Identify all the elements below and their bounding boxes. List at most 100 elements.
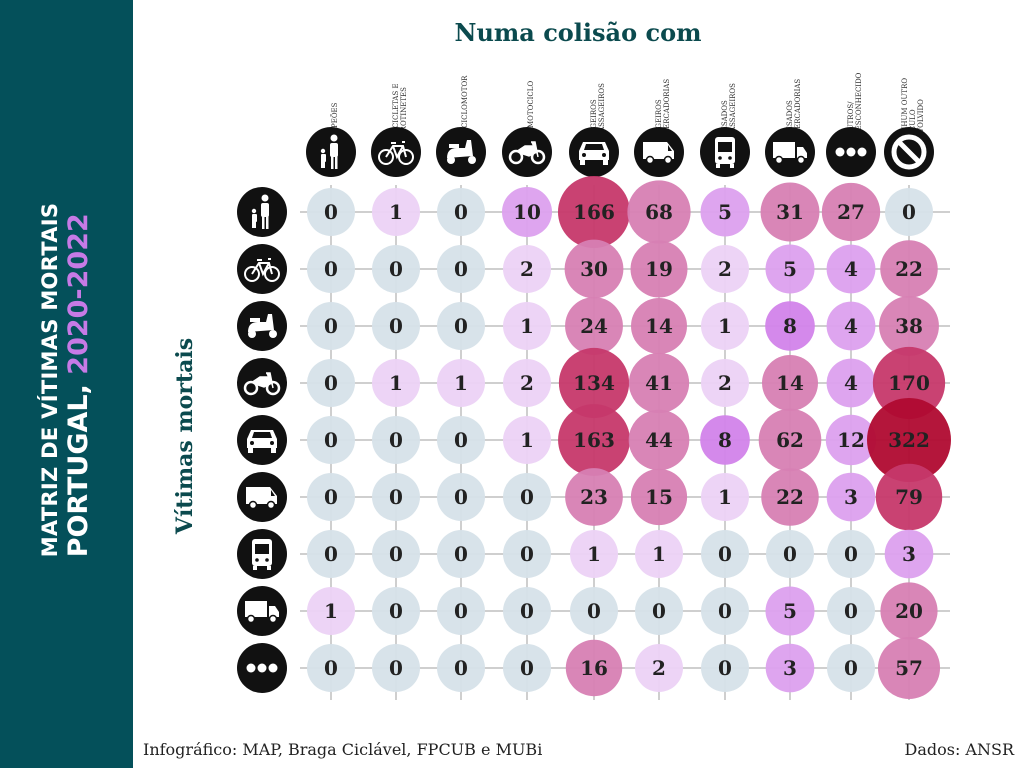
truck-icon — [237, 586, 287, 636]
matrix-value: 62 — [776, 428, 804, 452]
matrix-value: 0 — [389, 656, 403, 680]
matrix-value: 41 — [645, 371, 673, 395]
sidebar: MATRIZ DE VÍTIMAS MORTAIS PORTUGAL, 2020… — [0, 0, 133, 768]
matrix-value: 0 — [389, 599, 403, 623]
matrix-bubble — [701, 245, 749, 293]
matrix-bubble — [826, 301, 876, 351]
matrix-value: 24 — [580, 314, 608, 338]
matrix-value: 1 — [520, 314, 534, 338]
matrix-value: 10 — [513, 200, 541, 224]
matrix-bubble — [880, 582, 938, 640]
matrix-value: 27 — [837, 200, 865, 224]
matrix-value: 0 — [844, 599, 858, 623]
matrix-bubble — [307, 359, 355, 407]
matrix-bubble — [766, 530, 814, 578]
moped-icon — [237, 301, 287, 351]
matrix-value: 1 — [587, 542, 601, 566]
bicycle-icon — [371, 127, 421, 177]
matrix-bubble — [437, 359, 485, 407]
matrix-bubble — [503, 530, 551, 578]
matrix-value: 0 — [389, 542, 403, 566]
matrix-bubble — [307, 416, 355, 464]
matrix-bubble — [879, 296, 939, 356]
matrix-value: 0 — [324, 314, 338, 338]
matrix-value: 12 — [837, 428, 865, 452]
matrix-bubble — [307, 530, 355, 578]
matrix-value: 31 — [776, 200, 804, 224]
matrix-value: 14 — [645, 314, 673, 338]
matrix-value: 1 — [454, 371, 468, 395]
more-icon — [826, 127, 876, 177]
matrix-value: 2 — [718, 257, 732, 281]
matrix-value: 79 — [895, 485, 923, 509]
matrix-value: 44 — [645, 428, 673, 452]
matrix-value: 2 — [520, 257, 534, 281]
matrix-value: 1 — [652, 542, 666, 566]
matrix-value: 38 — [895, 314, 923, 338]
bus-icon — [237, 529, 287, 579]
motorcycle-icon — [502, 127, 552, 177]
matrix-bubble — [437, 473, 485, 521]
matrix-bubble — [372, 245, 420, 293]
matrix-value: 3 — [902, 542, 916, 566]
matrix-bubble — [372, 530, 420, 578]
matrix-value: 22 — [895, 257, 923, 281]
matrix-value: 0 — [454, 428, 468, 452]
matrix-bubble — [307, 302, 355, 350]
matrix-bubble — [503, 302, 551, 350]
matrix-bubble — [372, 188, 420, 236]
matrix-bubble — [628, 352, 690, 414]
matrix-bubble — [503, 644, 551, 692]
matrix-value: 8 — [718, 428, 732, 452]
matrix-value: 0 — [454, 485, 468, 509]
matrix-value: 20 — [895, 599, 923, 623]
matrix-value: 0 — [718, 599, 732, 623]
matrix-bubble — [570, 530, 618, 578]
matrix-value: 30 — [580, 257, 608, 281]
matrix-bubble — [307, 188, 355, 236]
bicycle-icon — [237, 244, 287, 294]
matrix-bubble — [565, 297, 623, 355]
matrix-bubble — [307, 587, 355, 635]
matrix-value: 1 — [520, 428, 534, 452]
matrix-value: 0 — [520, 656, 534, 680]
matrix-bubble — [437, 587, 485, 635]
matrix-value: 0 — [718, 656, 732, 680]
matrix-bubble — [503, 359, 551, 407]
matrix-bubble — [635, 644, 683, 692]
matrix-value: 1 — [324, 599, 338, 623]
matrix-value: 0 — [389, 428, 403, 452]
matrix-value: 16 — [580, 656, 608, 680]
matrix-value: 0 — [324, 656, 338, 680]
matrix-bubble — [557, 175, 631, 249]
data-source: Dados: ANSR — [904, 740, 1015, 759]
matrix-bubble — [372, 359, 420, 407]
matrix-value: 170 — [888, 371, 930, 395]
matrix-bubble — [503, 473, 551, 521]
matrix-bubble — [635, 530, 683, 578]
matrix-bubble — [885, 188, 933, 236]
car-icon — [237, 415, 287, 465]
matrix-bubble — [502, 187, 552, 237]
matrix-value: 2 — [652, 656, 666, 680]
matrix-value: 0 — [844, 656, 858, 680]
matrix-bubble — [630, 468, 688, 526]
car-icon — [569, 127, 619, 177]
matrix-bubble — [565, 468, 623, 526]
matrix-bubble — [765, 301, 815, 351]
matrix-bubble — [872, 346, 946, 420]
matrix-bubble — [503, 587, 551, 635]
matrix-bubble — [875, 463, 943, 531]
matrix-bubble — [877, 636, 941, 700]
matrix-bubble — [701, 302, 749, 350]
matrix-value: 0 — [324, 542, 338, 566]
matrix-bubble — [701, 473, 749, 521]
matrix-value: 4 — [844, 314, 858, 338]
matrix-value: 15 — [645, 485, 673, 509]
matrix-value: 0 — [652, 599, 666, 623]
matrix-value: 0 — [718, 542, 732, 566]
matrix-value: 68 — [645, 200, 673, 224]
matrix-bubble — [437, 416, 485, 464]
matrix-value: 57 — [895, 656, 923, 680]
